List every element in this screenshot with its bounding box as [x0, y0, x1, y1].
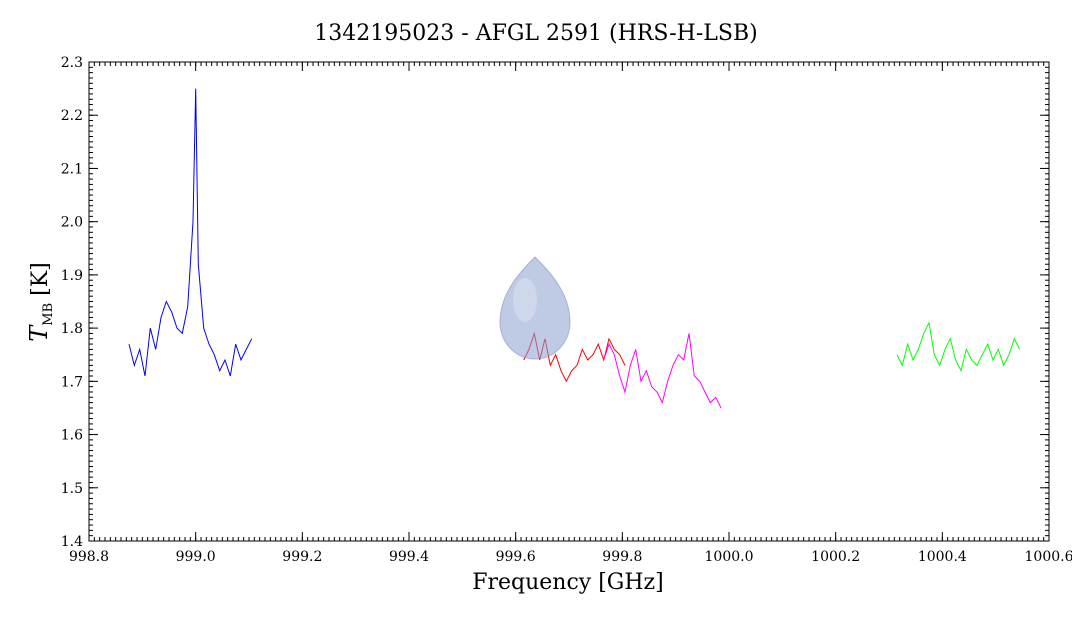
y-tick-label: 2.1 — [61, 161, 83, 177]
x-tick-label: 999.2 — [282, 549, 322, 565]
spectrum-series-line — [896, 321, 1021, 373]
x-axis-label: Frequency [GHz] — [472, 570, 664, 595]
plot-frame — [88, 61, 1050, 542]
x-tick-label: 999.6 — [496, 549, 536, 565]
x-tick-label: 1000.4 — [918, 549, 967, 565]
chart-title: 1342195023 - AFGL 2591 (HRS-H-LSB) — [314, 21, 757, 46]
y-tick-labels: 1.4 1.5 1.6 1.7 1.8 1.9 2.0 2.1 2.2 2.3 — [61, 55, 83, 550]
series-layer — [128, 88, 1021, 409]
y-tick-label: 1.9 — [61, 268, 83, 284]
y-tick-label: 2.3 — [61, 55, 83, 71]
y-axis-label: TMB [K] — [25, 262, 56, 342]
y-tick-label: 1.4 — [61, 534, 83, 550]
x-tick-label: 1000.6 — [1025, 549, 1072, 565]
y-tick-label: 1.8 — [61, 321, 83, 337]
x-tick-label: 999.0 — [176, 549, 216, 565]
y-tick-label: 1.6 — [61, 428, 83, 444]
x-tick-label: 999.8 — [602, 549, 642, 565]
watermark-logo — [499, 256, 571, 360]
spectrum-series-line — [603, 333, 722, 409]
y-axis-label-unit: [K] — [28, 262, 53, 303]
x-tick-label: 1000.2 — [811, 549, 860, 565]
y-axis-label-sub: MB — [41, 303, 56, 326]
y-tick-label: 1.5 — [61, 481, 83, 497]
x-tick-label: 998.8 — [69, 549, 109, 565]
x-tick-label: 999.4 — [389, 549, 429, 565]
ticks-layer — [88, 61, 1050, 542]
x-tick-label: 1000.0 — [705, 549, 754, 565]
y-tick-label: 2.2 — [61, 108, 83, 124]
y-tick-label: 2.0 — [61, 215, 83, 231]
x-tick-labels: 998.8 999.0 999.2 999.4 999.6 999.8 1000.0 1000… — [69, 549, 1072, 565]
spectrum-series-line — [128, 88, 253, 377]
y-tick-label: 1.7 — [61, 374, 83, 390]
y-axis-label-main: T — [25, 324, 53, 342]
